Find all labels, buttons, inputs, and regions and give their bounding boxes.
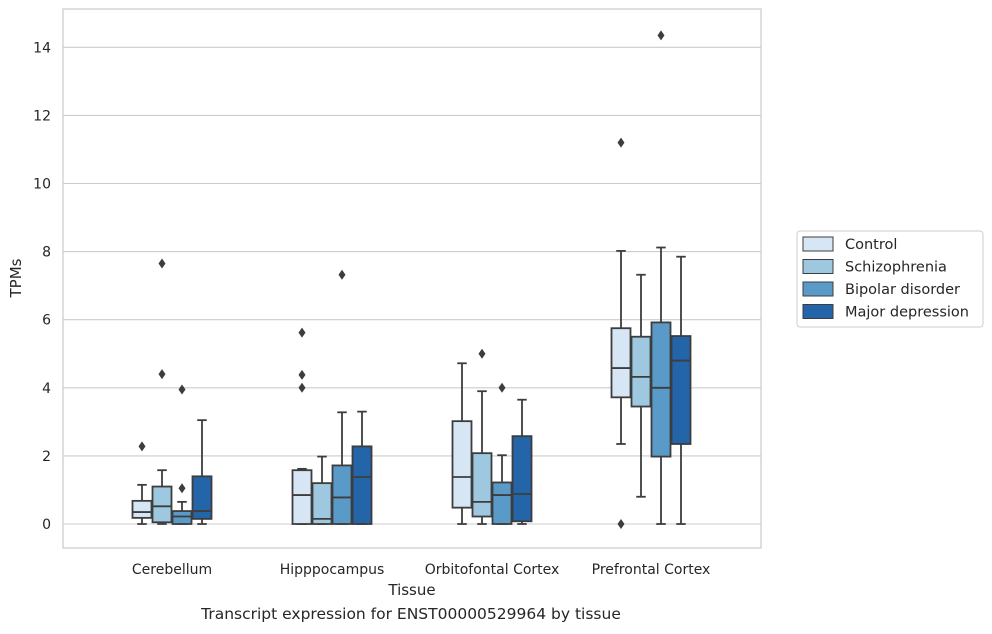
legend-swatch — [802, 281, 834, 297]
box-control — [610, 137, 632, 529]
box-bipolar-disorder — [491, 382, 513, 525]
legend-swatch — [802, 304, 834, 319]
legend-label: Bipolar disorder — [845, 282, 960, 298]
box-iqr — [331, 464, 353, 525]
x-tick-label: Orbitofontal Cortex — [425, 562, 560, 578]
outlier-point — [158, 369, 166, 380]
outlier-point — [657, 30, 665, 41]
box-iqr — [471, 452, 493, 518]
y-tick-labels: 0 2 4 6 8 10 12 14 — [33, 40, 51, 533]
legend-label: Schizophrenia — [845, 260, 947, 276]
box-control — [451, 362, 473, 525]
boxes — [131, 30, 692, 529]
box-bipolar-disorder — [650, 30, 672, 525]
x-tick-labels: Cerebellum Hipppocampus Orbitofontal Corte… — [132, 562, 710, 578]
outlier-point — [498, 382, 506, 393]
y-tick-label: 6 — [42, 313, 51, 329]
outlier-point — [298, 327, 306, 338]
box-iqr — [630, 335, 652, 408]
y-axis-label: TPMs — [7, 258, 25, 298]
figure-caption: Transcript expression for ENST0000052996… — [201, 605, 621, 623]
box-iqr — [191, 475, 213, 520]
box-iqr — [151, 485, 173, 524]
outlier-point — [178, 384, 186, 395]
y-tick-label: 4 — [42, 381, 51, 397]
outlier-point — [298, 369, 306, 380]
x-tick-label: Prefrontal Cortex — [592, 562, 711, 578]
box-iqr — [171, 510, 193, 525]
legend: Control Schizophrenia Bipolar disorder Majo… — [796, 230, 984, 328]
box-iqr — [511, 435, 533, 523]
outlier-point — [478, 348, 486, 359]
x-tick-label: Cerebellum — [132, 562, 212, 578]
outlier-point — [298, 382, 306, 393]
box-iqr — [291, 469, 313, 525]
box-iqr — [491, 481, 513, 525]
y-tick-label: 12 — [33, 108, 51, 124]
box-major-depression — [351, 410, 373, 525]
outlier-point — [138, 441, 146, 452]
box-schizophrenia — [471, 348, 493, 525]
box-iqr — [670, 335, 692, 445]
outlier-point — [617, 137, 625, 148]
y-tick-label: 2 — [42, 449, 51, 465]
box-iqr — [131, 499, 153, 519]
box-bipolar-disorder — [331, 269, 353, 525]
y-tick-label: 10 — [33, 177, 51, 193]
box-major-depression — [511, 398, 533, 525]
gridlines — [63, 46, 761, 525]
y-tick-label: 14 — [33, 40, 51, 56]
outlier-point — [338, 269, 346, 280]
box-schizophrenia — [311, 455, 333, 525]
box-control — [131, 441, 153, 525]
box-iqr — [610, 327, 632, 399]
box-schizophrenia — [151, 258, 173, 525]
plot-frame — [62, 8, 762, 549]
box-bipolar-disorder — [171, 384, 193, 525]
legend-frame — [796, 230, 984, 328]
box-control — [291, 327, 313, 525]
outlier-point — [158, 258, 166, 269]
box-iqr — [650, 321, 672, 458]
x-axis-label: Tissue — [387, 581, 435, 599]
legend-label: Control — [845, 237, 897, 253]
legend-label: Major depression — [845, 305, 969, 321]
box-schizophrenia — [630, 273, 652, 498]
x-tick-label: Hipppocampus — [280, 562, 385, 578]
box-iqr — [351, 445, 373, 525]
legend-swatch — [802, 259, 834, 274]
outlier-point — [617, 519, 625, 529]
box-major-depression — [191, 419, 213, 525]
legend-swatch — [802, 236, 834, 252]
y-tick-label: 8 — [42, 245, 51, 261]
y-tick-label: 0 — [42, 517, 51, 533]
box-iqr — [451, 420, 473, 509]
box-iqr — [311, 482, 333, 525]
box-major-depression — [670, 255, 692, 525]
outlier-point — [178, 483, 186, 494]
